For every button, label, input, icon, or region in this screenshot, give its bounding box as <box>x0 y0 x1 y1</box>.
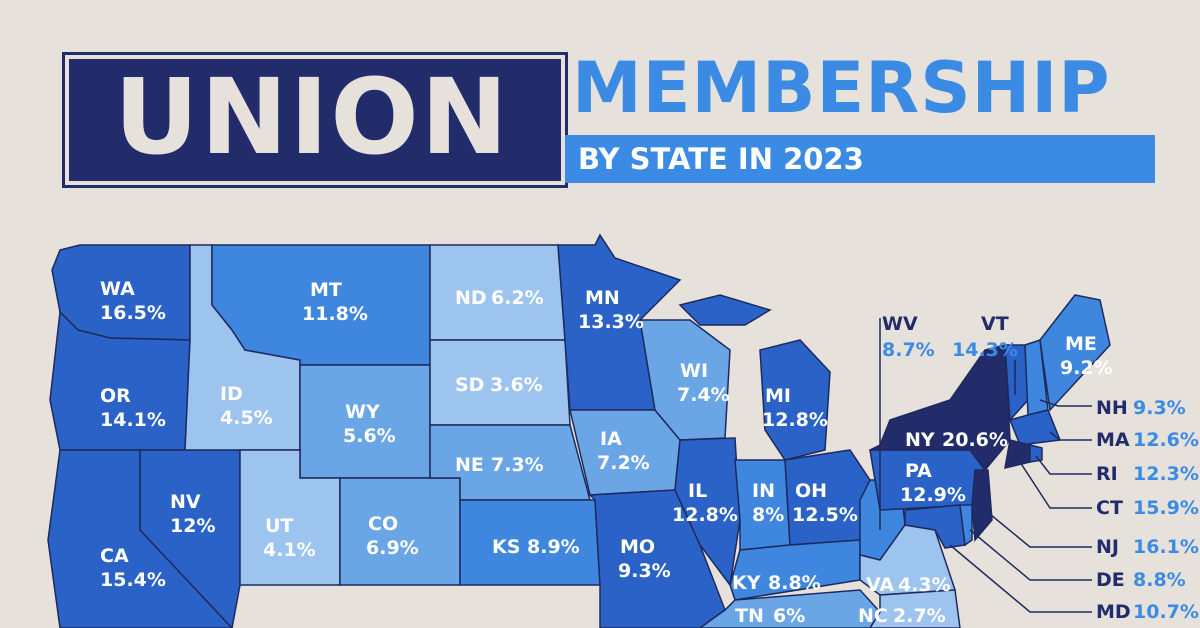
state-ri[interactable] <box>1029 444 1043 463</box>
title-union: UNION <box>114 56 510 178</box>
label-wi-code: WI <box>680 360 708 382</box>
state-mi-up[interactable] <box>678 294 772 326</box>
label-ne-value: 7.3% <box>491 454 544 476</box>
title-union-box <box>62 52 568 188</box>
legend-de-code: DE <box>1096 569 1125 591</box>
label-wi-value: 7.4% <box>677 384 730 406</box>
label-mo-code: MO <box>620 536 655 558</box>
label-me-code: ME <box>1065 333 1097 355</box>
legend-ma-code: MA <box>1096 429 1130 451</box>
state-mi[interactable] <box>759 339 831 461</box>
label-ny-value: 20.6% <box>942 429 1008 451</box>
legend-vt-value: 14.3% <box>952 339 1018 361</box>
state-de[interactable] <box>959 504 973 547</box>
label-id-value: 4.5% <box>220 407 273 429</box>
label-il-code: IL <box>688 480 707 502</box>
state-mn[interactable] <box>557 233 682 411</box>
label-co-code: CO <box>368 513 398 535</box>
label-va-code: VA <box>866 574 894 596</box>
label-sd-value: 3.6% <box>490 374 543 396</box>
label-ne-code: NE <box>455 454 484 476</box>
label-ks-value: 8.9% <box>527 536 580 558</box>
leader-lines <box>879 318 1092 613</box>
label-tn-code: TN <box>735 605 764 627</box>
legend-ri-value: 12.3% <box>1133 463 1199 485</box>
label-me-value: 9.2% <box>1060 357 1113 379</box>
label-nd-code: ND <box>455 287 487 309</box>
label-mn-code: MN <box>585 287 620 309</box>
label-mi-value: 12.8% <box>762 409 828 431</box>
label-mt-value: 11.8% <box>302 303 368 325</box>
label-va-value: 4.3% <box>898 574 951 596</box>
legend-nh-value: 9.3% <box>1133 397 1186 419</box>
label-or-value: 14.1% <box>100 409 166 431</box>
label-nd-value: 6.2% <box>491 287 544 309</box>
label-oh-code: OH <box>795 480 827 502</box>
subtitle-bar <box>565 135 1155 183</box>
state-ma[interactable] <box>1008 409 1062 446</box>
label-ky-value: 8.8% <box>768 572 821 594</box>
legend-nj-code: NJ <box>1096 536 1119 558</box>
label-wa-code: WA <box>100 278 135 300</box>
label-il-value: 12.8% <box>672 504 738 526</box>
label-mt-code: MT <box>310 279 342 301</box>
label-mi-code: MI <box>765 385 791 407</box>
label-pa-value: 12.9% <box>900 484 966 506</box>
label-id-code: ID <box>220 383 243 405</box>
legend-wv-code: WV <box>882 313 918 335</box>
label-oh-value: 12.5% <box>792 504 858 526</box>
label-wy-value: 5.6% <box>343 425 396 447</box>
legend-nh-code: NH <box>1096 397 1128 419</box>
label-wy-code: WY <box>345 401 380 423</box>
label-nc-value: 2.7% <box>893 605 946 627</box>
label-ks-code: KS <box>492 536 520 558</box>
label-ia-code: IA <box>600 428 622 450</box>
label-ky-code: KY <box>732 572 761 594</box>
legend-de-value: 8.8% <box>1133 569 1186 591</box>
state-nc[interactable] <box>869 589 961 628</box>
state-ct[interactable] <box>1004 439 1031 469</box>
label-ia-value: 7.2% <box>597 452 650 474</box>
label-ut-value: 4.1% <box>263 539 316 561</box>
label-wa-value: 16.5% <box>100 302 166 324</box>
label-ca-value: 15.4% <box>100 569 166 591</box>
legend-md-value: 10.7% <box>1133 601 1199 623</box>
label-co-value: 6.9% <box>366 537 419 559</box>
legend-ct-value: 15.9% <box>1133 497 1199 519</box>
legend-ct-code: CT <box>1096 497 1123 519</box>
label-sd-code: SD <box>455 374 484 396</box>
label-nv-value: 12% <box>170 515 215 537</box>
legend-nj-value: 16.1% <box>1133 536 1199 558</box>
label-mn-value: 13.3% <box>578 311 644 333</box>
subtitle: BY STATE IN 2023 <box>578 142 864 176</box>
title-membership: MEMBERSHIP <box>572 47 1111 129</box>
state-tn[interactable] <box>698 589 881 628</box>
state-me[interactable] <box>1039 294 1111 412</box>
state-nj[interactable] <box>971 469 993 542</box>
state-co[interactable] <box>339 477 461 586</box>
legend-md-code: MD <box>1096 601 1131 623</box>
label-in-code: IN <box>752 480 775 502</box>
label-nv-code: NV <box>170 491 201 513</box>
label-or-code: OR <box>100 385 131 407</box>
legend-ri-code: RI <box>1096 463 1118 485</box>
state-shapes <box>47 233 1111 628</box>
label-in-value: 8% <box>752 504 784 526</box>
legend-wv-value: 8.7% <box>882 339 935 361</box>
label-nc-code: NC <box>858 605 888 627</box>
label-ut-code: UT <box>265 515 293 537</box>
legend-vt-code: VT <box>981 313 1009 335</box>
label-ny-code: NY <box>905 429 935 451</box>
label-ca-code: CA <box>100 545 129 567</box>
label-tn-value: 6% <box>773 605 805 627</box>
legend-ma-value: 12.6% <box>1133 429 1199 451</box>
label-pa-code: PA <box>905 460 932 482</box>
label-mo-value: 9.3% <box>618 560 671 582</box>
